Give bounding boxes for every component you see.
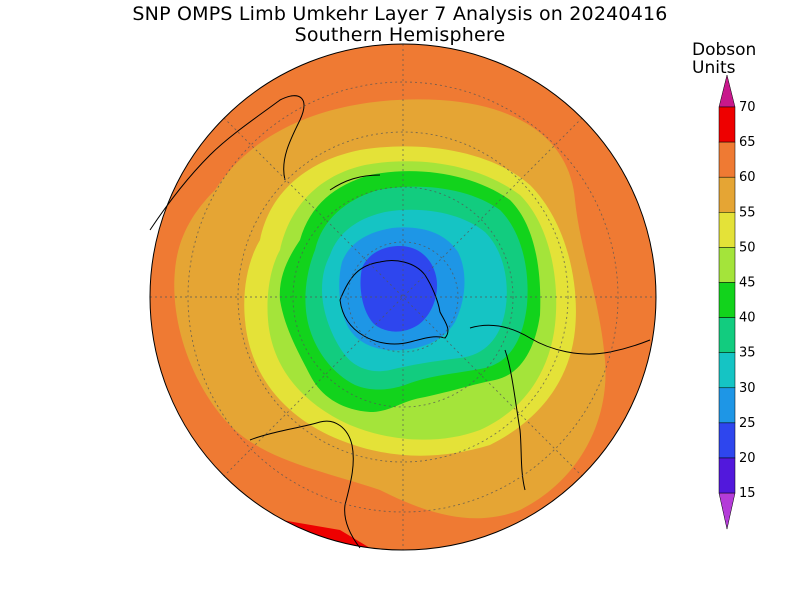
colorbar-tick-label: 40 xyxy=(739,311,756,326)
colorbar-swatch xyxy=(718,247,736,283)
small-island-coastline xyxy=(504,349,526,491)
graticule-circle xyxy=(347,241,459,353)
colorbar-tick-label: 65 xyxy=(739,135,756,150)
graticule xyxy=(150,44,656,550)
colorbar-swatch xyxy=(718,422,736,459)
colorbar-swatch xyxy=(718,282,736,318)
field-25-30 xyxy=(360,246,438,332)
colorbar-swatch xyxy=(718,352,736,389)
graticule-circle xyxy=(237,131,569,463)
colorbar-tick-label: 60 xyxy=(739,170,756,185)
graticule-circle xyxy=(187,81,619,513)
units-label: Dobson xyxy=(692,40,757,60)
map-subtitle: Southern Hemisphere xyxy=(294,24,506,46)
graticule-circle xyxy=(292,186,514,408)
colorbar-tick-label: 25 xyxy=(739,416,756,431)
colorbar-tick-label: 45 xyxy=(739,276,756,291)
map-border xyxy=(149,43,657,551)
units-label: Units xyxy=(692,58,736,78)
colorbar-top-arrow xyxy=(718,74,736,108)
colorbar-tick-label: 55 xyxy=(739,205,756,220)
colorbar-tick-label: 15 xyxy=(739,486,756,501)
antarctica-coastline xyxy=(339,260,449,345)
graticule-meridian xyxy=(223,117,583,477)
colorbar-tick-label: 30 xyxy=(739,381,756,396)
colorbar-swatch xyxy=(718,176,736,213)
colorbar-tick-label: 70 xyxy=(739,100,756,115)
colorbar-bottom-arrow xyxy=(718,492,736,530)
new-zealand-coastline xyxy=(329,174,381,191)
colorbar-swatch xyxy=(718,457,736,494)
map-title: SNP OMPS Limb Umkehr Layer 7 Analysis on… xyxy=(132,3,668,25)
colorbar-swatch xyxy=(718,212,736,248)
colorbar-swatch xyxy=(718,387,736,424)
colorbar-swatch xyxy=(718,141,736,178)
graticule-meridian xyxy=(223,117,583,477)
south-america-coastline xyxy=(469,324,651,355)
colorbar-tick-label: 20 xyxy=(739,451,756,466)
coastlines xyxy=(149,95,651,549)
australia-coastline xyxy=(149,95,305,231)
colorbar-swatch xyxy=(718,106,736,143)
colorbar-tick-label: 50 xyxy=(739,240,756,255)
africa-coastline xyxy=(249,420,361,549)
colorbar-swatch xyxy=(718,317,736,353)
colorbar-tick-label: 35 xyxy=(739,346,756,361)
